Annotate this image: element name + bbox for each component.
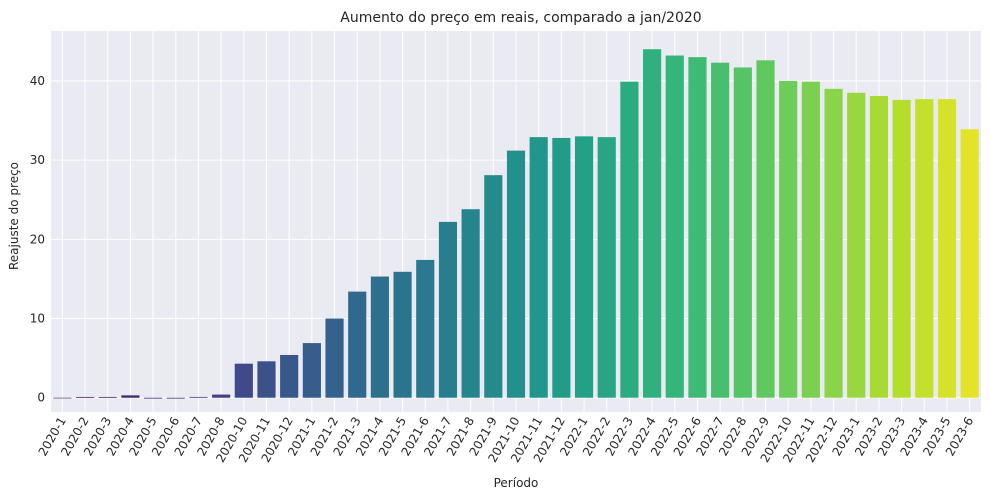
bars-group	[53, 49, 979, 399]
y-tick-label: 30	[30, 153, 45, 167]
bar	[484, 175, 503, 398]
bar	[302, 343, 321, 398]
bar	[960, 129, 979, 398]
bar	[234, 363, 253, 398]
bar	[733, 67, 752, 398]
y-axis-ticks: 0 10 20 30 40	[30, 74, 45, 405]
bar	[869, 95, 888, 398]
bar	[529, 137, 548, 398]
bar	[688, 57, 707, 398]
bar	[461, 209, 480, 398]
bar	[348, 291, 367, 398]
bar	[325, 318, 344, 398]
bar	[779, 80, 798, 398]
bar	[552, 137, 571, 398]
bar	[892, 99, 911, 398]
bar	[166, 397, 185, 399]
bar	[212, 394, 231, 398]
bar	[280, 354, 299, 398]
bar	[801, 81, 820, 398]
bar	[393, 271, 412, 398]
bar	[506, 150, 526, 398]
x-axis-label: Período	[494, 476, 539, 490]
bar	[98, 396, 117, 398]
x-axis-ticks: 2020-12020-22020-32020-42020-52020-62020…	[36, 415, 977, 465]
bar	[847, 92, 866, 398]
bar	[643, 49, 662, 398]
bar	[121, 395, 140, 398]
y-tick-label: 40	[30, 74, 45, 88]
y-axis-label: Reajuste do preço	[7, 162, 21, 270]
bar	[257, 361, 276, 398]
bar	[53, 397, 72, 399]
bar	[597, 137, 616, 398]
bar	[189, 396, 208, 398]
bar	[665, 55, 684, 398]
bar	[438, 221, 458, 398]
chart-title: Aumento do preço em reais, comparado a j…	[340, 10, 701, 26]
y-tick-label: 0	[37, 391, 45, 405]
y-tick-label: 20	[30, 232, 45, 246]
bar	[756, 60, 775, 398]
bar	[574, 136, 594, 398]
y-tick-label: 10	[30, 312, 45, 326]
bar	[620, 81, 639, 398]
bar	[824, 88, 843, 398]
bar	[711, 62, 730, 398]
bar	[937, 99, 957, 398]
bar	[915, 99, 934, 398]
bar	[416, 259, 435, 398]
bar	[370, 276, 389, 398]
bar	[144, 397, 163, 399]
bar	[75, 396, 95, 398]
